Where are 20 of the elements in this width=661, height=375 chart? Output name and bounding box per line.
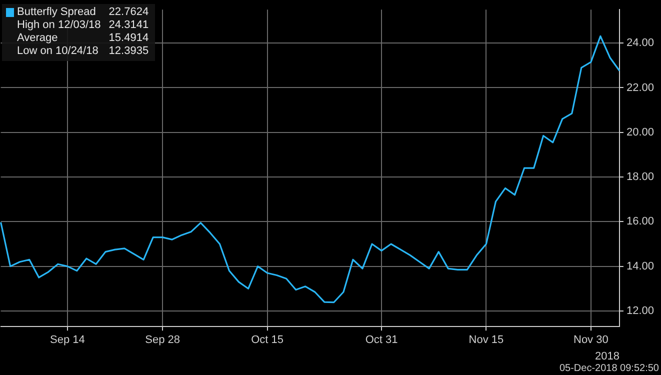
y-tick-label: 12.00 — [626, 305, 654, 318]
x-tick-label: Nov 15 — [468, 334, 504, 346]
text: Average 15.4914 — [17, 32, 149, 44]
text: 05-Dec-2018 09:52:50 — [559, 363, 659, 374]
y-tick-label: 16.00 — [626, 216, 654, 228]
y-tick-label: 22.00 — [626, 82, 654, 94]
x-tick-label: Nov 30 — [573, 334, 608, 346]
x-axis-title: 2018 — [594, 350, 620, 362]
y-tick-label: 24.00 — [626, 37, 654, 50]
annotation: Low on 10/24/18 12.3935 — [17, 45, 149, 58]
x-tick-label: Oct 31 — [365, 334, 398, 346]
y-tick-label: 20.00 — [626, 126, 654, 138]
y-tick-label: 14.00 — [626, 260, 654, 272]
annotation: High on 12/03/18 24.3141 — [17, 19, 149, 32]
legend-label: Butterfly Spread — [17, 6, 96, 19]
y-tick-label: 18.00 — [626, 171, 654, 184]
x-tick-label: Sep 28 — [145, 334, 180, 346]
x-tick-label: Sep 14 — [50, 334, 85, 346]
x-tick-label: Oct 15 — [251, 334, 284, 346]
annotation: 22.7624 — [108, 6, 149, 19]
